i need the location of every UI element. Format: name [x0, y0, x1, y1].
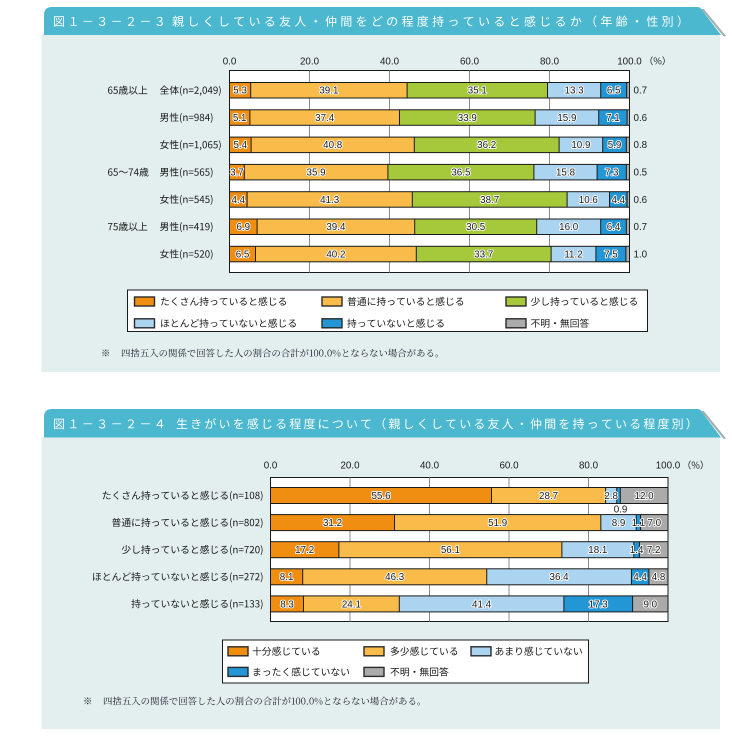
svg-text:7.0: 7.0 — [647, 518, 661, 529]
svg-text:51.9: 51.9 — [488, 518, 507, 529]
svg-text:11.2: 11.2 — [564, 249, 582, 260]
svg-text:10.9: 10.9 — [571, 140, 590, 151]
svg-text:36.2: 36.2 — [477, 140, 496, 151]
svg-text:33.9: 33.9 — [458, 113, 477, 124]
svg-text:6.4: 6.4 — [607, 222, 621, 233]
svg-text:39.4: 39.4 — [326, 222, 346, 233]
svg-text:40.0: 40.0 — [420, 461, 440, 472]
svg-text:6.5: 6.5 — [236, 249, 250, 260]
svg-text:10.6: 10.6 — [579, 195, 599, 206]
svg-text:1.4: 1.4 — [630, 545, 644, 556]
svg-text:55.6: 55.6 — [371, 491, 391, 502]
svg-text:3.7: 3.7 — [230, 168, 244, 179]
svg-text:41.4: 41.4 — [472, 599, 492, 610]
svg-text:35.9: 35.9 — [307, 168, 326, 179]
svg-text:35.1: 35.1 — [468, 86, 487, 97]
svg-text:80.0: 80.0 — [540, 56, 560, 67]
svg-text:46.3: 46.3 — [385, 572, 405, 583]
svg-text:0.0: 0.0 — [223, 56, 237, 67]
svg-text:0.5: 0.5 — [634, 168, 648, 179]
svg-text:4.4: 4.4 — [611, 195, 625, 206]
svg-text:40.8: 40.8 — [323, 140, 343, 151]
svg-text:7.5: 7.5 — [604, 249, 618, 260]
svg-text:5.9: 5.9 — [608, 140, 622, 151]
svg-text:4.8: 4.8 — [652, 572, 666, 583]
svg-text:0.6: 0.6 — [634, 113, 648, 124]
svg-text:7.3: 7.3 — [605, 168, 619, 179]
svg-text:0.7: 0.7 — [634, 86, 648, 97]
svg-text:16.0: 16.0 — [559, 222, 579, 233]
svg-text:6.5: 6.5 — [607, 86, 621, 97]
svg-text:80.0: 80.0 — [579, 461, 599, 472]
svg-text:17.3: 17.3 — [589, 599, 609, 610]
svg-text:28.7: 28.7 — [539, 491, 558, 502]
svg-text:8.1: 8.1 — [280, 572, 294, 583]
svg-text:13.3: 13.3 — [565, 86, 585, 97]
svg-text:0.8: 0.8 — [634, 140, 648, 151]
svg-text:36.4: 36.4 — [550, 572, 570, 583]
svg-text:24.1: 24.1 — [342, 599, 361, 610]
svg-text:2.8: 2.8 — [604, 491, 618, 502]
svg-text:0.7: 0.7 — [634, 222, 648, 233]
svg-text:41.3: 41.3 — [320, 195, 340, 206]
svg-text:12.0: 12.0 — [635, 491, 655, 502]
svg-text:0.9: 0.9 — [614, 505, 628, 516]
svg-text:100.0: 100.0 — [617, 56, 642, 67]
svg-text:37.4: 37.4 — [315, 113, 335, 124]
svg-text:4.4: 4.4 — [231, 195, 245, 206]
svg-text:0.6: 0.6 — [634, 195, 648, 206]
svg-text:40.2: 40.2 — [326, 249, 345, 260]
svg-text:7.1: 7.1 — [606, 113, 620, 124]
svg-text:33.7: 33.7 — [474, 249, 493, 260]
svg-text:5.4: 5.4 — [233, 140, 247, 151]
svg-text:1.1: 1.1 — [632, 518, 646, 529]
svg-text:20.0: 20.0 — [300, 56, 320, 67]
svg-text:38.7: 38.7 — [480, 195, 499, 206]
svg-text:5.1: 5.1 — [233, 113, 247, 124]
svg-text:60.0: 60.0 — [460, 56, 480, 67]
svg-text:15.9: 15.9 — [557, 113, 576, 124]
svg-text:39.1: 39.1 — [319, 86, 338, 97]
svg-text:31.2: 31.2 — [323, 518, 342, 529]
svg-text:5.3: 5.3 — [233, 86, 247, 97]
svg-text:56.1: 56.1 — [441, 545, 460, 556]
svg-text:60.0: 60.0 — [499, 461, 519, 472]
svg-text:8.9: 8.9 — [612, 518, 626, 529]
svg-text:20.0: 20.0 — [340, 461, 360, 472]
svg-text:100.0: 100.0 — [656, 461, 681, 472]
svg-text:8.3: 8.3 — [280, 599, 294, 610]
svg-text:4.4: 4.4 — [633, 572, 647, 583]
svg-text:7.2: 7.2 — [647, 545, 661, 556]
svg-text:17.2: 17.2 — [295, 545, 314, 556]
svg-text:18.1: 18.1 — [588, 545, 607, 556]
svg-text:1.0: 1.0 — [634, 249, 648, 260]
svg-text:6.9: 6.9 — [236, 222, 250, 233]
svg-text:30.5: 30.5 — [466, 222, 486, 233]
svg-text:36.5: 36.5 — [451, 168, 471, 179]
svg-text:40.0: 40.0 — [380, 56, 400, 67]
svg-text:9.0: 9.0 — [643, 599, 657, 610]
svg-text:0.0: 0.0 — [264, 461, 278, 472]
svg-text:15.8: 15.8 — [556, 168, 576, 179]
